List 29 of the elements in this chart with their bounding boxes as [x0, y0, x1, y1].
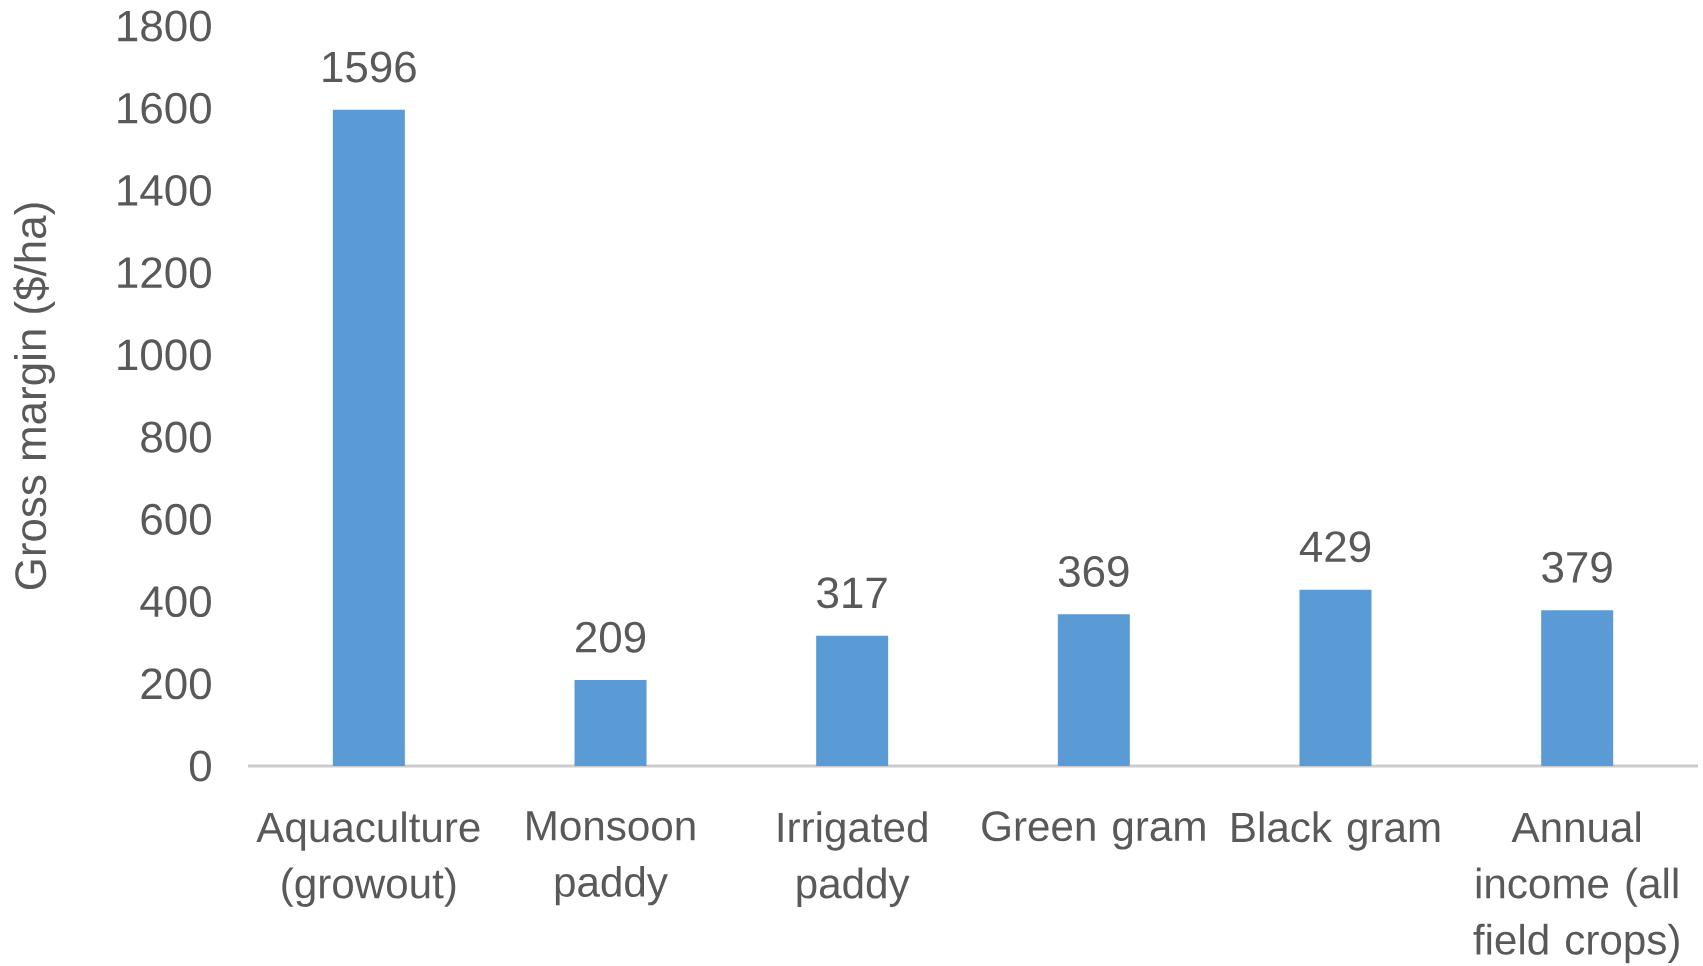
y-tick-label: 1800	[118, 10, 211, 42]
x-tick-label: Monsoon paddy	[527, 811, 695, 906]
data-label: 379	[1542, 551, 1612, 583]
y-tick-label: 1600	[118, 92, 211, 124]
y-tick-label: 0	[189, 750, 211, 782]
data-label: 1596	[323, 51, 416, 83]
y-tick-label: 600	[141, 503, 211, 535]
y-tick-label: 1400	[118, 174, 211, 207]
y-tick-label: 400	[140, 586, 211, 618]
bar	[1541, 610, 1614, 766]
data-label: 317	[817, 577, 887, 609]
bar	[332, 109, 405, 766]
data-label: 369	[1058, 555, 1129, 587]
x-tick-label: Irrigated paddy	[778, 811, 927, 907]
data-label: 429	[1299, 531, 1371, 563]
bar	[574, 680, 647, 766]
y-tick-label: 800	[141, 421, 211, 453]
y-tick-label: 200	[141, 668, 211, 700]
x-tick-label: Aquaculture (growout)	[256, 811, 480, 907]
y-tick-label: 1000	[118, 339, 211, 371]
x-tick-label: Annual income (all field crops)	[1473, 811, 1679, 964]
x-tick-label: Black gram	[1232, 811, 1440, 851]
y-tick-label: 1200	[118, 257, 211, 289]
bar	[816, 635, 889, 766]
x-tick-label: Green gram	[982, 811, 1205, 850]
data-label: 209	[576, 621, 646, 653]
bar	[1057, 614, 1130, 766]
bar	[1299, 589, 1372, 766]
y-axis-title: Gross margin ($/ha)	[13, 203, 55, 590]
